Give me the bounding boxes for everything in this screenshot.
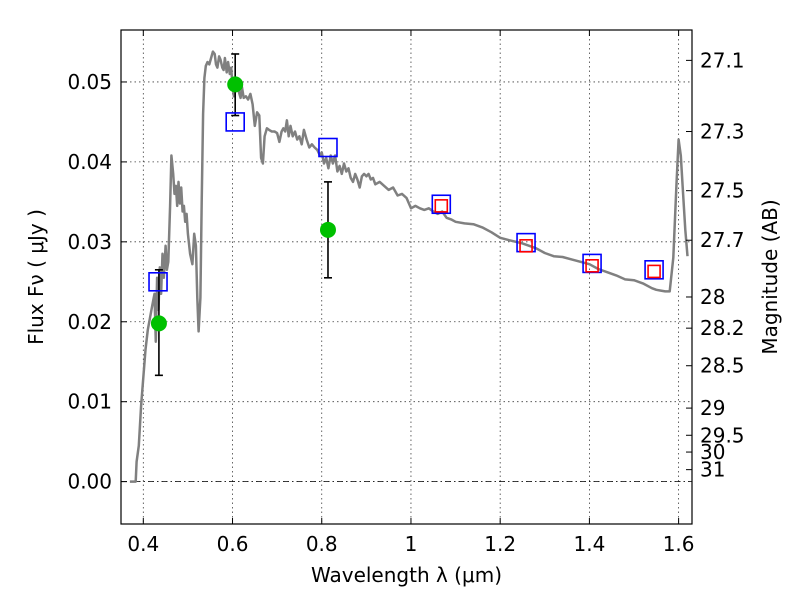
grid-layer (121, 30, 692, 524)
line-layer (129, 50, 689, 483)
y-tick-label: 0.02 (67, 310, 112, 334)
measured-flux-point (319, 221, 336, 238)
right-tick-label: 31 (700, 458, 725, 482)
right-tick-label: 27.7 (700, 228, 745, 252)
x-tick-label: 0.8 (306, 532, 338, 556)
x-tick-label: 1.2 (484, 532, 516, 556)
right-tick-label: 28.2 (700, 316, 745, 340)
x-tick-label: 0.6 (217, 532, 249, 556)
right-tick-label: 27.1 (700, 48, 745, 72)
y-tick-label: 0.03 (67, 230, 112, 254)
model-photometry-square (434, 199, 449, 213)
observed-photometry-square (431, 194, 452, 215)
right-tick-label: 29.5 (700, 423, 745, 447)
right-tick-label: 27.3 (700, 120, 745, 144)
right-tick-label: 28 (700, 285, 725, 309)
x-tick-label: 0.4 (127, 532, 159, 556)
x-axis-label: Wavelength λ (μm) (311, 563, 502, 587)
right-tick-label: 30 (700, 440, 725, 464)
tick-layer: 0.4 0.6 0.8 1 1.2 1.4 1.6 0.00 0.01 0.02 0.03 0.04 0… (67, 30, 745, 556)
right-tick-label: 29 (700, 396, 725, 420)
plot-frame (120, 29, 693, 525)
x-tick-label: 1.4 (573, 532, 605, 556)
observed-photometry-square (318, 137, 338, 158)
marker-layer (148, 53, 664, 377)
plot-data-layer (129, 50, 689, 483)
model-photometry-square (647, 264, 661, 279)
right-tick-label: 28.5 (700, 354, 745, 378)
right-tick-label: 27.5 (700, 179, 745, 203)
x-tick-label: 1.6 (663, 532, 695, 556)
model-photometry-square (585, 259, 599, 273)
model-photometry-square (519, 239, 533, 253)
y-tick-label: 0.01 (67, 390, 112, 414)
measured-flux-point (150, 315, 167, 332)
y-tick-label: 0.00 (67, 470, 112, 494)
observed-photometry-square (225, 112, 245, 132)
observed-photometry-square (148, 271, 168, 292)
observed-photometry-square (644, 260, 664, 280)
model-spectrum-line (129, 50, 689, 483)
y-tick-label: 0.04 (67, 150, 112, 174)
y-tick-label: 0.05 (67, 70, 112, 94)
measured-flux-point (227, 76, 244, 93)
right-axis-label: Magnitude (AB) (758, 199, 782, 354)
y-axis-label: Flux Fν ( μJy ) (24, 209, 48, 345)
x-tick-label: 1 (405, 532, 418, 556)
